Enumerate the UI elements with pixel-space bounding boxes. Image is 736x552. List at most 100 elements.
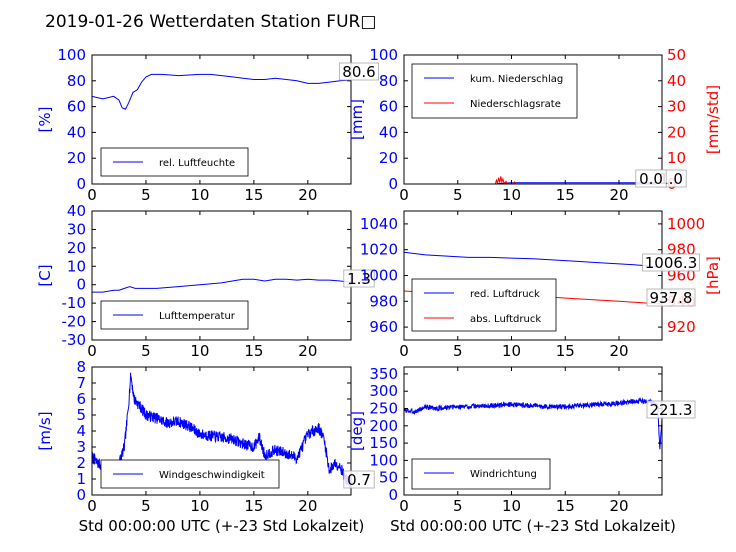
legend-label: Lufttemperatur [159, 311, 236, 322]
y-tick-label: 100 [57, 46, 86, 64]
legend: Windgeschwindigkeit [100, 459, 280, 489]
y-right-tick-label: 920 [667, 318, 696, 336]
last-value-tag: 1.3 [343, 269, 375, 288]
x-tick-label: 5 [141, 497, 151, 515]
y-tick-label: 6 [76, 390, 86, 408]
series-line-2 [404, 176, 662, 184]
y-tick-label: 8 [76, 358, 86, 376]
x-tick-label: 0 [399, 186, 409, 204]
y-tick-label: 2 [76, 454, 86, 472]
last-value-label: 221.3 [650, 401, 693, 419]
x-tick-label: 15 [556, 342, 575, 360]
plot-frame [403, 366, 663, 496]
chart-panel-1: 0 5 10 15 20 0 20 40 60 80 100 [%] rel. Luftfeuchte 8… [36, 46, 379, 204]
legend-label: Niederschlagsrate [470, 99, 561, 110]
legend-label: Windrichtung [470, 469, 537, 480]
series-line-1 [92, 73, 351, 110]
series-line-1 [92, 278, 351, 293]
y-tick-label: 30 [67, 220, 86, 238]
y-tick-label: 80 [379, 72, 398, 90]
y-right-tick-label: 10 [667, 149, 686, 167]
y-axis-label: [m/s] [36, 411, 54, 450]
legend-label: rel. Luftfeuchte [159, 158, 235, 169]
y-tick-label: 60 [379, 98, 398, 116]
y-right-axis-label: [mm/std] [704, 85, 722, 154]
x-tick-label: 5 [453, 186, 463, 204]
y-tick-label: 100 [369, 451, 398, 469]
last-value-tag: 0.0 [635, 169, 667, 188]
series-line-1 [404, 251, 662, 268]
y-tick-label: 1020 [360, 241, 398, 259]
x-tick-label: 0 [87, 186, 97, 204]
last-value-label: 937.8 [650, 289, 693, 307]
y-tick-label: 0 [76, 175, 86, 193]
y-right-tick-label: 30 [667, 98, 686, 116]
last-value-label: 80.6 [342, 63, 375, 81]
y-tick-label: 150 [369, 434, 398, 452]
x-tick-label: 15 [244, 342, 263, 360]
x-tick-label: 10 [502, 497, 521, 515]
x-tick-label: 0 [87, 497, 97, 515]
y-tick-label: -10 [62, 294, 87, 312]
x-tick-label: 15 [556, 186, 575, 204]
x-tick-label: 15 [556, 497, 575, 515]
legend-label: abs. Luftdruck [470, 314, 541, 325]
series-line-1 [404, 182, 662, 184]
y-tick-label: 300 [369, 382, 398, 400]
legend: kum. Niederschlag Niederschlagsrate [411, 63, 578, 119]
y-tick-label: -30 [62, 331, 87, 349]
x-tick-label: 20 [298, 186, 317, 204]
last-value-box [646, 400, 696, 419]
y-tick-label: -20 [62, 313, 87, 331]
x-tick-label: 20 [609, 342, 628, 360]
y-tick-label: 1 [76, 470, 86, 488]
x-tick-label: 0 [399, 497, 409, 515]
last-value-label: 0.0 [639, 170, 663, 188]
y-tick-label: 20 [379, 149, 398, 167]
y-tick-label: 0 [388, 175, 398, 193]
last-value-tag: 0.7 [343, 470, 375, 489]
y-tick-label: 20 [67, 149, 86, 167]
last-value-box [343, 269, 375, 288]
y-right-tick-label: 20 [667, 123, 686, 141]
x-axis-label: Std 00:00:00 UTC (+-23 Std Lokalzeit) [79, 517, 365, 535]
y-tick-label: 10 [67, 257, 86, 275]
legend-box [411, 458, 551, 490]
last-value-box [338, 62, 379, 81]
x-tick-label: 0 [87, 342, 97, 360]
x-tick-label: 10 [190, 497, 209, 515]
legend-label: Windgeschwindigkeit [159, 470, 265, 481]
y-tick-label: 50 [379, 469, 398, 487]
x-tick-label: 0 [399, 342, 409, 360]
y-tick-label: 250 [369, 400, 398, 418]
last-value-tag: 937.8 [646, 288, 696, 307]
last-value-tag: 80.6 [338, 62, 379, 81]
x-tick-label: 15 [244, 497, 263, 515]
y-tick-label: 80 [67, 72, 86, 90]
last-value-label: 0.7 [347, 471, 371, 489]
y-tick-label: 980 [369, 292, 398, 310]
x-tick-label: 10 [502, 186, 521, 204]
x-tick-label: 10 [502, 342, 521, 360]
y-tick-label: 0 [388, 486, 398, 504]
last-value-box [646, 288, 696, 307]
y-right-axis-label: [hPa] [704, 256, 722, 295]
legend-box [411, 63, 578, 119]
y-tick-label: 20 [67, 239, 86, 257]
y-axis-label: [deg] [348, 411, 366, 451]
last-value-box [343, 470, 375, 489]
y-tick-label: 7 [76, 374, 86, 392]
plot-frame [91, 54, 352, 185]
y-right-tick-label: 50 [667, 46, 686, 64]
y-tick-label: 200 [369, 417, 398, 435]
legend-box [411, 278, 557, 332]
x-tick-label: 5 [453, 342, 463, 360]
x-tick-label: 15 [244, 186, 263, 204]
chart-panel-2: 0510152002040608010001020304050[mm][mm/s… [348, 46, 722, 204]
x-tick-label: 5 [141, 186, 151, 204]
x-tick-label: 10 [190, 186, 209, 204]
y-tick-label: 100 [369, 46, 398, 64]
